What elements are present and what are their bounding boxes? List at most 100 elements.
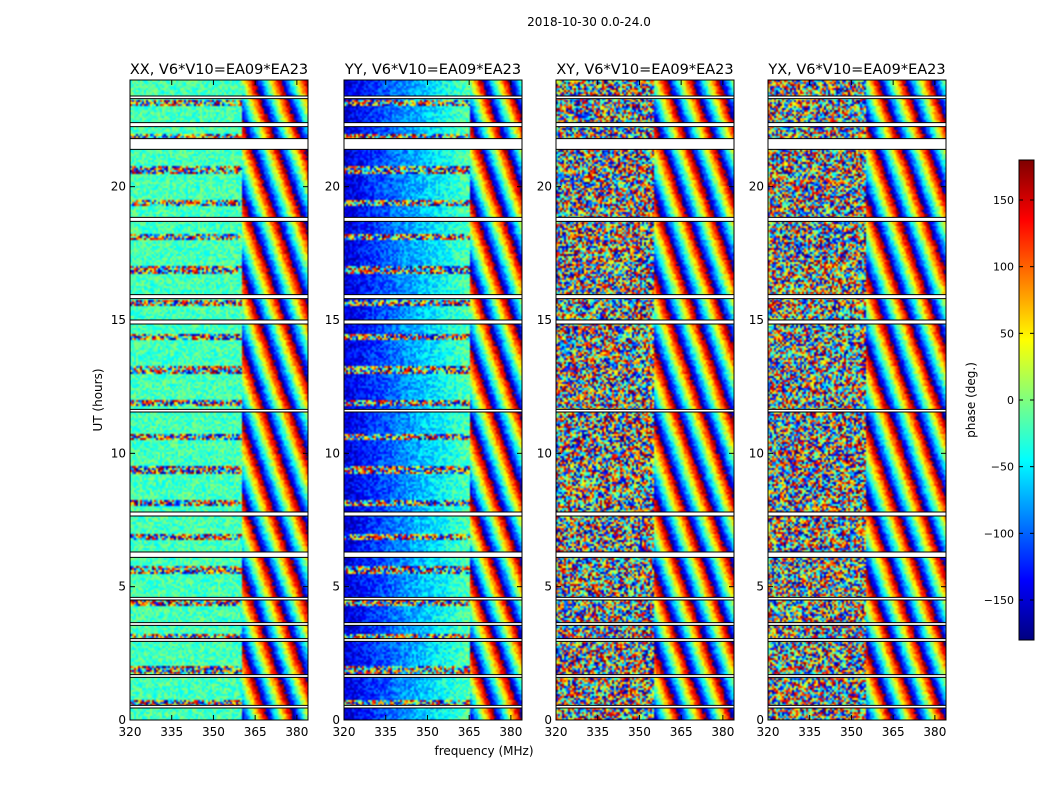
flag-gap xyxy=(768,320,946,324)
flag-gap xyxy=(556,122,734,127)
flag-gap xyxy=(768,512,946,516)
colorbar-label: phase (deg.) xyxy=(964,362,978,438)
flag-gap xyxy=(344,294,522,299)
flag-gap xyxy=(768,638,946,642)
x-tick-label: 335 xyxy=(798,725,821,739)
x-tick-label: 350 xyxy=(416,725,439,739)
colorbar-tick-label: −150 xyxy=(984,594,1014,607)
flag-gap xyxy=(768,217,946,222)
flag-gap xyxy=(130,217,308,222)
flag-gap xyxy=(556,320,734,324)
y-tick-label: 5 xyxy=(756,580,764,594)
flag-gap xyxy=(130,409,308,412)
flag-gap xyxy=(344,512,522,516)
x-tick-label: 380 xyxy=(499,725,522,739)
flag-gap xyxy=(344,705,522,708)
flag-gap xyxy=(130,294,308,299)
x-axis-label: frequency (MHz) xyxy=(434,744,533,758)
flag-gap xyxy=(130,320,308,324)
x-tick-label: 350 xyxy=(840,725,863,739)
x-tick-label: 335 xyxy=(160,725,183,739)
y-tick-label: 15 xyxy=(749,313,764,327)
y-tick-label: 20 xyxy=(325,180,340,194)
colorbar-tick-label: −50 xyxy=(991,461,1014,474)
x-tick-label: 380 xyxy=(711,725,734,739)
flag-gap xyxy=(344,138,522,150)
x-tick-label: 320 xyxy=(333,725,356,739)
flag-gap xyxy=(768,552,946,558)
flag-gap xyxy=(768,409,946,412)
flag-gap xyxy=(344,96,522,99)
heatmap-image-1 xyxy=(130,80,308,720)
panel-3: XY, V6*V10=EA09*EA23 320 335 350 365 380 0 5 10 1… xyxy=(537,62,735,739)
flag-gap xyxy=(556,638,734,642)
x-tick-label: 380 xyxy=(285,725,308,739)
y-tick-label: 20 xyxy=(749,180,764,194)
flag-gap xyxy=(130,674,308,678)
flag-gap xyxy=(130,96,308,99)
panel-title: XY, V6*V10=EA09*EA23 xyxy=(556,62,733,78)
flag-gap xyxy=(130,552,308,558)
flag-gap xyxy=(768,622,946,626)
axes-frame xyxy=(343,79,523,721)
flag-gap xyxy=(130,138,308,150)
panel-title: XX, V6*V10=EA09*EA23 xyxy=(130,62,308,78)
y-tick-label: 10 xyxy=(325,446,340,460)
heatmap-image-2 xyxy=(344,80,522,720)
y-tick-label: 15 xyxy=(537,313,552,327)
flag-gap xyxy=(556,674,734,678)
colorbar-tick-label: 0 xyxy=(1007,394,1014,407)
y-axis-label: UT (hours) xyxy=(91,368,105,431)
heatmap-image-4 xyxy=(768,80,946,720)
flag-gap xyxy=(556,409,734,412)
flag-gap xyxy=(768,597,946,600)
flag-gap xyxy=(556,217,734,222)
flag-gap xyxy=(130,597,308,600)
panel-2: YY, V6*V10=EA09*EA23 320 335 350 365 380 0 5 10 1… xyxy=(325,62,523,739)
y-tick-label: 20 xyxy=(537,180,552,194)
y-tick-label: 10 xyxy=(749,446,764,460)
axes-frame xyxy=(129,79,309,721)
flag-gap xyxy=(556,622,734,626)
y-tick-label: 5 xyxy=(118,580,126,594)
flag-gap xyxy=(344,597,522,600)
x-tick-label: 365 xyxy=(458,725,481,739)
flag-gap xyxy=(344,122,522,127)
y-tick-label: 0 xyxy=(756,713,764,727)
colorbar-tick-label: −100 xyxy=(984,527,1014,540)
flag-gap xyxy=(556,552,734,558)
x-tick-label: 335 xyxy=(374,725,397,739)
figure-title: 2018-10-30 0.0-24.0 xyxy=(527,15,651,29)
axes-frame xyxy=(767,79,947,721)
x-tick-label: 365 xyxy=(882,725,905,739)
flag-gap xyxy=(130,638,308,642)
panels: XX, V6*V10=EA09*EA23 320 335 350 365 380 0 5 10 1… xyxy=(111,62,947,739)
y-tick-label: 15 xyxy=(111,313,126,327)
axes-frame xyxy=(555,79,735,721)
flag-gap xyxy=(556,705,734,708)
flag-gap xyxy=(556,138,734,150)
y-tick-label: 0 xyxy=(332,713,340,727)
flag-gap xyxy=(344,674,522,678)
panel-1: XX, V6*V10=EA09*EA23 320 335 350 365 380 0 5 10 1… xyxy=(111,62,309,739)
flag-gap xyxy=(768,705,946,708)
x-tick-label: 380 xyxy=(923,725,946,739)
flag-gap xyxy=(556,96,734,99)
y-tick-label: 10 xyxy=(537,446,552,460)
flag-gap xyxy=(344,638,522,642)
flag-gap xyxy=(344,409,522,412)
flag-gap xyxy=(130,512,308,516)
panel-4: YX, V6*V10=EA09*EA23 320 335 350 365 380 0 5 10 1… xyxy=(749,62,947,739)
x-tick-label: 320 xyxy=(545,725,568,739)
flag-gap xyxy=(768,138,946,150)
flag-gap xyxy=(130,705,308,708)
flag-gap xyxy=(768,674,946,678)
y-tick-label: 5 xyxy=(544,580,552,594)
colorbar: phase (deg.) −150 −100 −50 0 50 100 150 xyxy=(964,159,1035,641)
colorbar-tick-label: 50 xyxy=(1000,327,1014,340)
y-tick-label: 20 xyxy=(111,180,126,194)
y-tick-label: 0 xyxy=(544,713,552,727)
flag-gap xyxy=(344,320,522,324)
flag-gap xyxy=(768,122,946,127)
